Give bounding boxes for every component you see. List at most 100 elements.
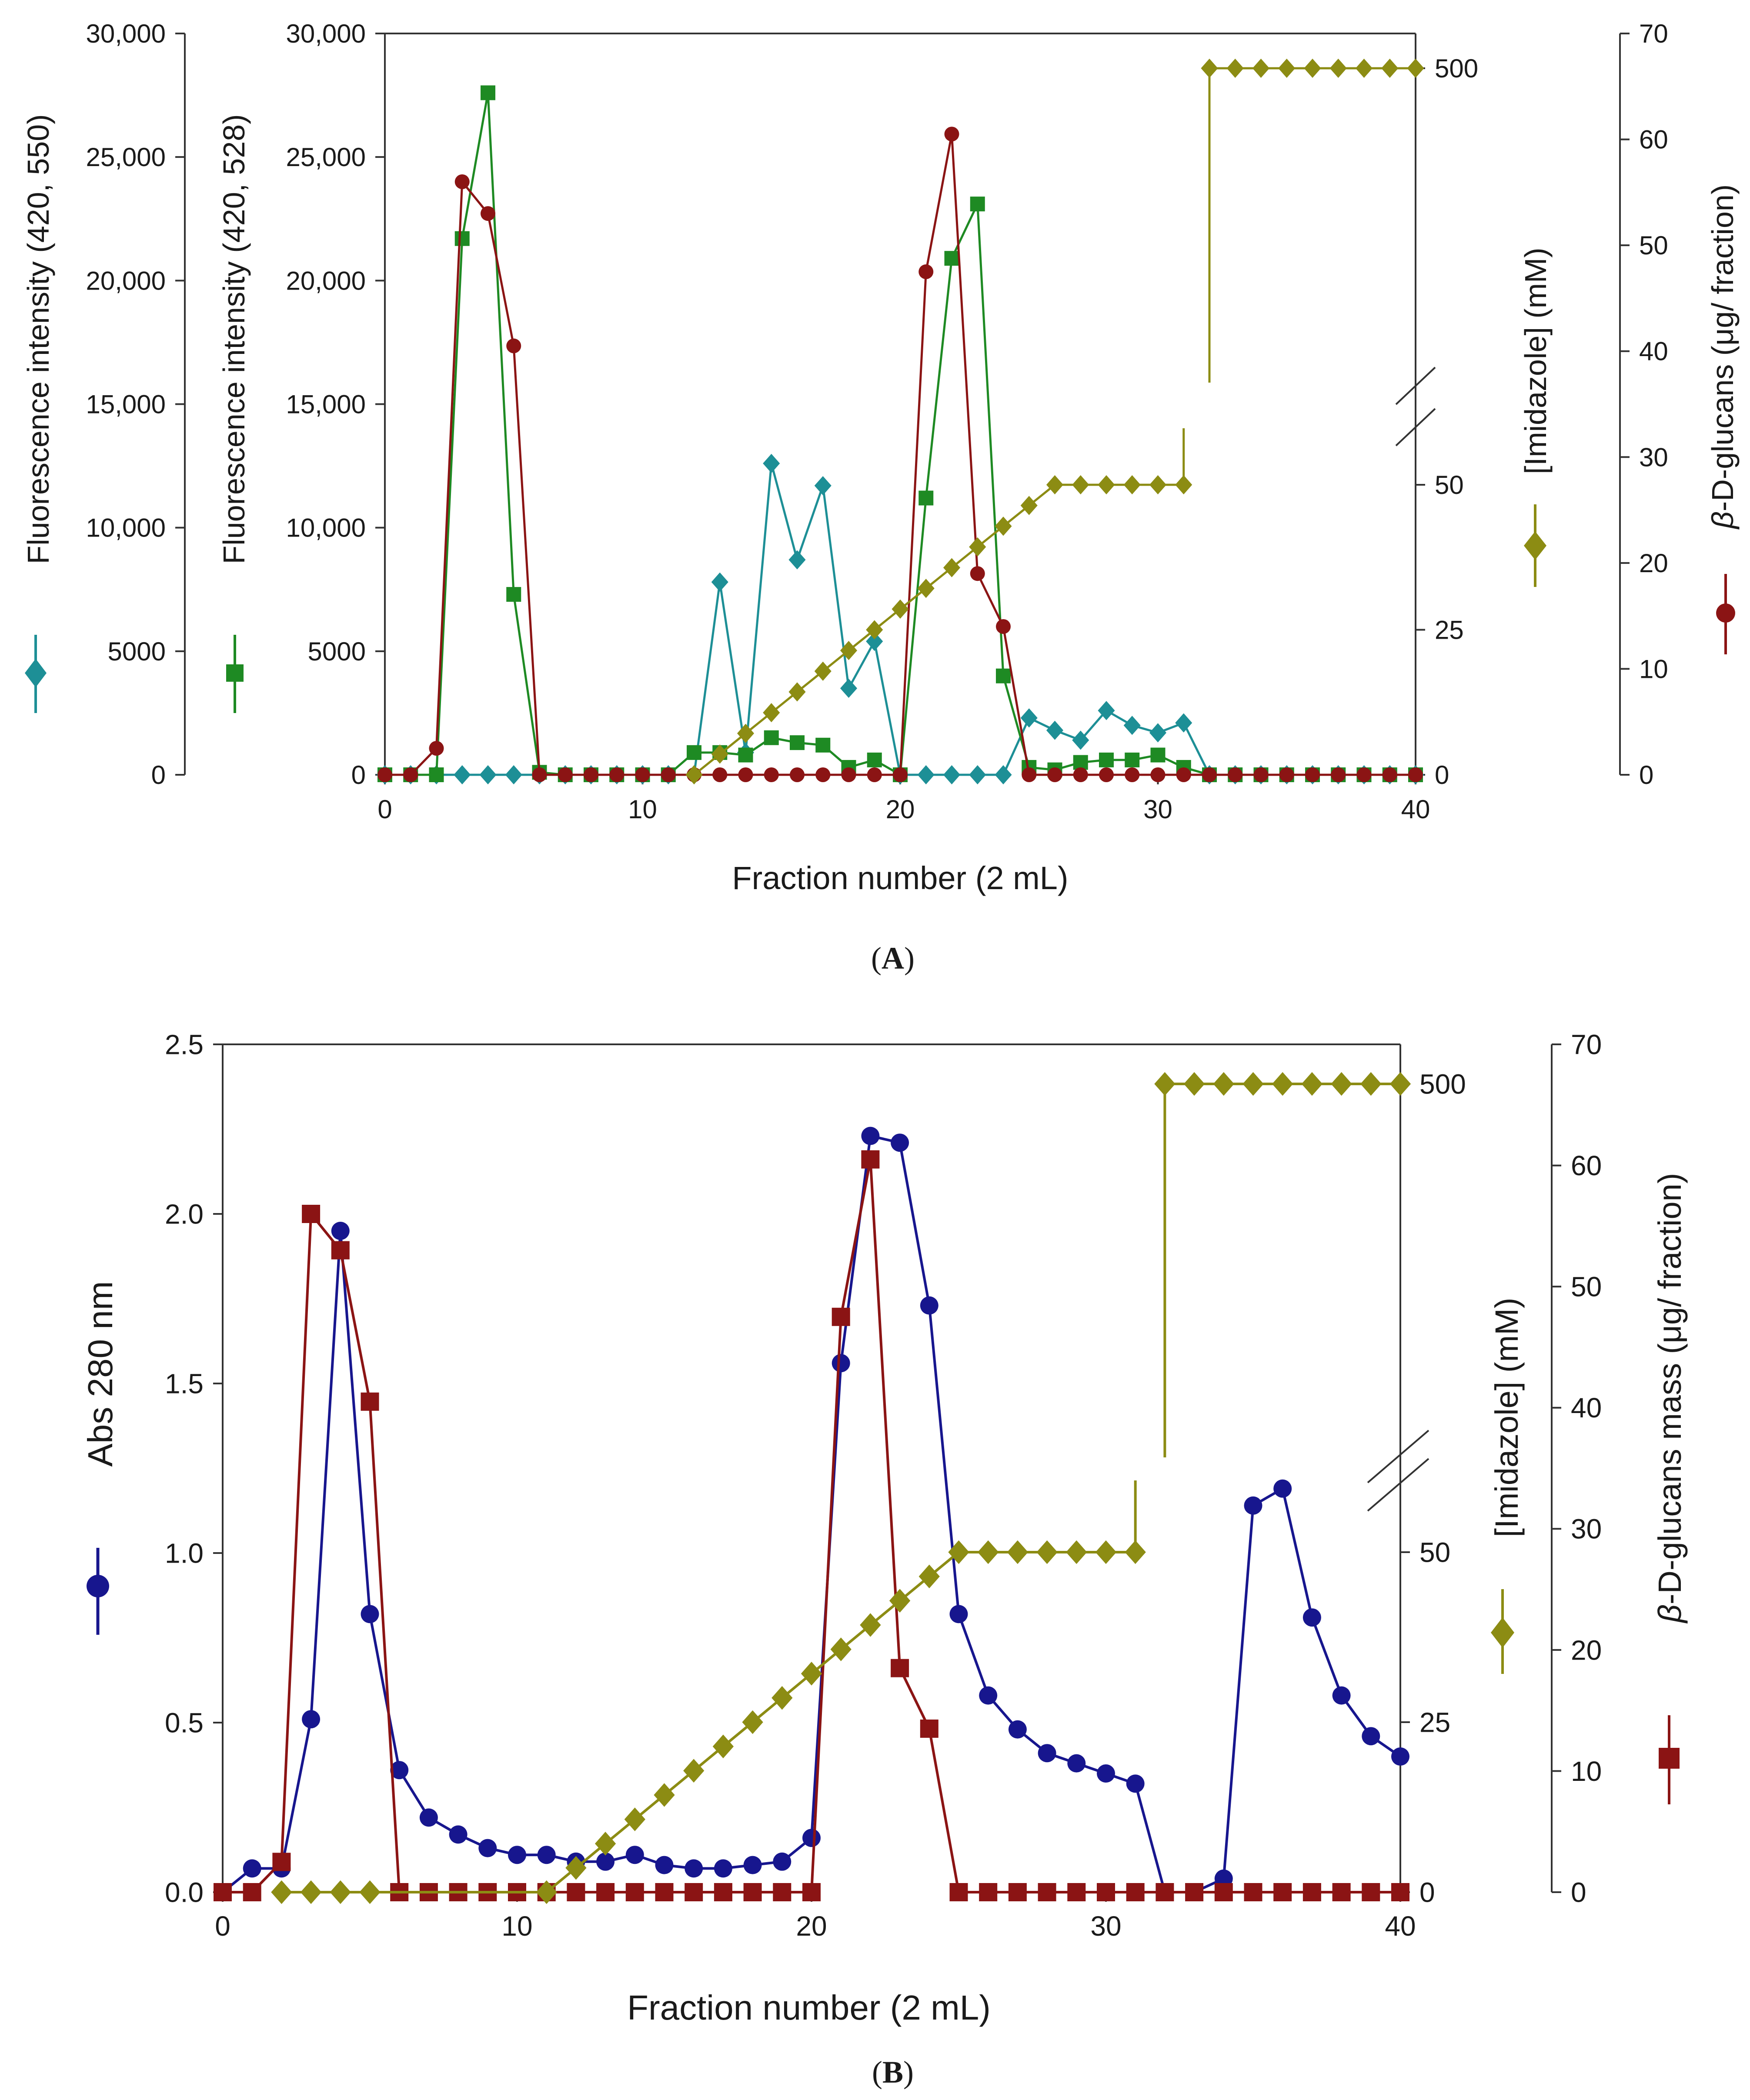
data-point-darkred: [661, 767, 676, 782]
data-point-darkred: [1305, 767, 1320, 782]
data-point-teal: [995, 765, 1012, 785]
data-point-darkred: [970, 566, 985, 581]
left2-tick-label: 5000: [308, 637, 366, 666]
left-tick-label: 1.5: [165, 1368, 204, 1399]
right1-tick-label: 25: [1419, 1707, 1450, 1738]
data-point-olive: [995, 517, 1012, 536]
data-point-green: [429, 767, 444, 782]
data-point-darkred: [361, 1392, 379, 1411]
right2-tick-label: 0: [1571, 1877, 1586, 1908]
data-point-olive: [1095, 1540, 1117, 1564]
data-point-darkred: [454, 174, 470, 189]
data-point-darkred: [1097, 1883, 1115, 1901]
data-point-green: [687, 745, 701, 760]
data-point-olive: [1252, 58, 1270, 78]
data-point-navy: [979, 1686, 998, 1705]
panel-b-right2-label: β-D-glucans mass (μg/ fraction): [1652, 1173, 1688, 1624]
data-point-olive: [943, 558, 961, 577]
data-point-navy: [1126, 1774, 1145, 1793]
data-point-olive: [565, 1856, 587, 1880]
data-point-darkred: [1038, 1883, 1056, 1901]
data-point-navy: [1273, 1479, 1292, 1498]
data-point-olive: [1301, 1072, 1323, 1096]
data-point-olive: [1331, 1072, 1352, 1096]
data-point-navy: [920, 1296, 938, 1315]
data-point-darkred: [532, 767, 547, 782]
data-point-teal: [1020, 708, 1038, 728]
data-point-darkred: [918, 264, 934, 280]
panel-a-legend-key-darkred: [1716, 574, 1735, 654]
data-point-olive: [918, 1564, 940, 1589]
left-tick-label: 2.5: [165, 1029, 204, 1060]
data-point-green: [944, 251, 959, 266]
data-point-navy: [802, 1829, 821, 1847]
data-point-olive: [624, 1807, 645, 1831]
data-point-green: [970, 197, 985, 212]
data-point-navy: [390, 1761, 409, 1780]
data-point-teal: [454, 765, 471, 785]
data-point-teal: [840, 678, 858, 698]
right1-tick-label: 25: [1435, 616, 1464, 645]
data-point-darkred: [1244, 1883, 1262, 1901]
data-point-darkred: [1047, 767, 1062, 782]
data-point-navy: [1067, 1754, 1086, 1773]
data-point-olive: [359, 1880, 381, 1904]
x-tick-label: 0: [377, 795, 392, 824]
data-point-olive: [1389, 1072, 1411, 1096]
data-point-navy: [243, 1859, 261, 1878]
panel-a: 0 10 20 30 400500010,00015,00020,00025,00030…: [21, 19, 1740, 976]
data-point-green: [790, 735, 805, 750]
panel-b-left-label: Abs 280 nm: [81, 1281, 120, 1467]
data-point-darkred: [1273, 1883, 1292, 1901]
panel-a-axis-break-mark: [1395, 408, 1436, 447]
right2-tick-label: 10: [1639, 654, 1668, 683]
data-point-darkred: [790, 767, 805, 782]
data-point-green: [1125, 752, 1140, 767]
data-point-teal: [1123, 716, 1141, 735]
data-point-darkred: [832, 1307, 850, 1326]
data-point-olive: [712, 1734, 734, 1759]
data-point-navy: [714, 1859, 732, 1878]
data-point-olive: [1175, 475, 1192, 495]
panel-b-axis-break-mark: [1367, 1430, 1429, 1483]
data-point-olive: [330, 1880, 351, 1904]
data-point-navy: [891, 1133, 909, 1152]
right1-tick-label: 500: [1419, 1068, 1466, 1100]
data-point-olive: [685, 765, 703, 785]
data-point-darkred: [1073, 767, 1088, 782]
data-point-navy: [655, 1856, 674, 1874]
x-tick-label: 10: [501, 1910, 532, 1942]
data-point-teal: [1098, 701, 1115, 720]
right1-tick-label: 0: [1419, 1877, 1435, 1908]
right2-tick-label: 70: [1571, 1029, 1602, 1060]
data-point-olive: [771, 1686, 793, 1710]
x-tick-label: 30: [1143, 795, 1172, 824]
data-point-navy: [1097, 1764, 1115, 1783]
data-point-darkred: [712, 767, 728, 782]
data-point-olive: [594, 1832, 616, 1856]
data-point-darkred: [802, 1883, 821, 1901]
left-tick-label: 1.0: [165, 1537, 204, 1569]
data-point-navy: [685, 1859, 703, 1878]
data-point-darkred: [655, 1883, 674, 1901]
data-point-navy: [478, 1839, 497, 1857]
data-point-olive: [892, 599, 909, 619]
panel-a-label: (A): [871, 941, 915, 976]
left-tick-label: 2.0: [165, 1198, 204, 1230]
data-point-teal: [1175, 713, 1192, 733]
data-point-darkred: [558, 767, 573, 782]
left2-tick-label: 0: [351, 760, 366, 790]
data-point-darkred: [609, 767, 625, 782]
data-point-olive: [1020, 496, 1038, 515]
right2-tick-label: 60: [1639, 125, 1668, 154]
data-point-darkred: [1185, 1883, 1204, 1901]
data-point-darkred: [1332, 1883, 1351, 1901]
panel-b-legend-key-olive: [1491, 1589, 1514, 1674]
data-point-olive: [1149, 475, 1167, 495]
left-tick-label: 0.0: [165, 1877, 204, 1908]
right2-tick-label: 30: [1639, 443, 1668, 472]
data-point-navy: [596, 1852, 615, 1871]
data-point-teal: [969, 765, 986, 785]
data-point-olive: [683, 1759, 705, 1783]
data-point-darkred: [1176, 767, 1191, 782]
